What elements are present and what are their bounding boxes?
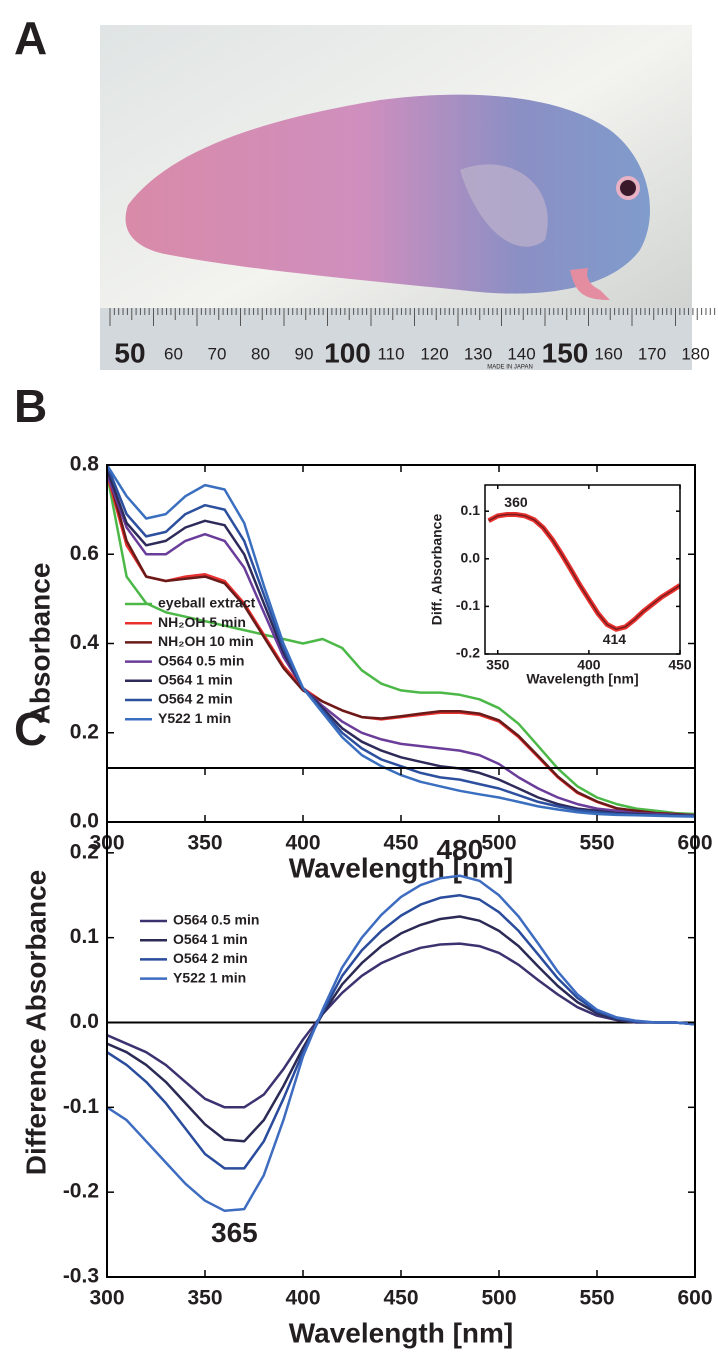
y-tick-label: -0.3 (63, 1265, 99, 1288)
series-line (107, 465, 695, 818)
peak-label: 360 (504, 494, 528, 510)
peak-label: 480 (436, 834, 483, 865)
series-line (107, 473, 695, 817)
ruler-label: 120 (420, 344, 448, 363)
ruler-label: 60 (164, 344, 183, 363)
legend-label: O564 1 min (158, 672, 233, 688)
y-tick-label: 0.0 (70, 810, 99, 833)
ruler-ticks (109, 308, 716, 326)
legend-label: O564 2 min (158, 691, 233, 707)
x-tick-label: 500 (481, 832, 516, 855)
x-tick-label: 450 (383, 832, 418, 855)
plot: 300 350 400 450 500 550 6000.00.20.40.60.8Wave… (24, 453, 712, 884)
panel-label: C (14, 703, 47, 755)
plot: 300 350 400 450 500 550 600 0.2 0.1 0.0 -0.1 -0.2 -0… (20, 767, 713, 1348)
y-tick-label: 0.0 (70, 1010, 99, 1033)
ruler-label: 150 (542, 337, 589, 368)
x-tick-label: 600 (677, 1287, 712, 1310)
legend-label: O564 1 min (173, 931, 248, 947)
x-tick-label: 400 (577, 657, 601, 673)
ruler-label: 80 (251, 344, 270, 363)
legend-label: NH₂OH 10 min (158, 633, 254, 649)
series-group (107, 465, 695, 818)
legend-label: Y522 1 min (173, 969, 246, 985)
axes-frame (484, 484, 681, 655)
y-axis-title: Diff. Absorbance (429, 514, 445, 626)
legend-label: O564 0.5 min (173, 912, 259, 928)
fish-eye (616, 176, 640, 200)
series-line (488, 513, 680, 630)
fish-fin (460, 164, 548, 247)
y-tick-label: 0.6 (70, 542, 99, 565)
panel-label: A (14, 12, 47, 64)
x-tick-label: 350 (187, 1287, 222, 1310)
ruler-label: 100 (324, 337, 371, 368)
series-group (107, 874, 695, 1213)
x-tick-label: 450 (383, 1287, 418, 1310)
x-tick-label: 500 (481, 1287, 516, 1310)
series-halo (487, 512, 680, 632)
series-line (107, 942, 695, 1109)
x-tick-label: 300 (89, 1287, 124, 1310)
ruler-label: 170 (638, 344, 666, 363)
legend-label: O564 0.5 min (158, 652, 244, 668)
plot: 350 400 450 0.1 0.0 -0.1 -0.2 Wavelength [nm] Di… (429, 484, 692, 687)
y-tick-label: 0.4 (70, 631, 100, 654)
x-tick-label: 350 (486, 657, 510, 673)
y-axis-title: Difference Absorbance (20, 870, 51, 1176)
y-tick-label: 0.1 (70, 925, 100, 948)
ruler (100, 308, 692, 370)
panel-label: B (14, 380, 47, 432)
series-line (107, 465, 695, 818)
y-tick-label: -0.1 (456, 597, 480, 613)
series-line (107, 469, 695, 817)
y-axis-title: Absorbance (24, 563, 55, 725)
series-line (107, 894, 695, 1170)
y-tick-label: 0.8 (70, 453, 100, 476)
peak-label: 414 (603, 631, 627, 647)
x-tick-label: 550 (579, 1287, 614, 1310)
series-line (107, 469, 695, 818)
y-tick-label: 0.2 (70, 720, 99, 743)
ruler-label: 140 (507, 344, 535, 363)
x-tick-label: 450 (668, 657, 692, 673)
x-tick-label: 400 (285, 1287, 320, 1310)
photo (100, 25, 716, 370)
legend-label: eyeball extract (158, 595, 256, 611)
y-tick-label: -0.1 (63, 1095, 100, 1118)
series-group (487, 512, 680, 632)
y-tick-label: -0.2 (456, 645, 480, 661)
ruler-label: 70 (208, 344, 227, 363)
x-tick-label: 400 (285, 832, 320, 855)
ruler-label: 130 (464, 344, 492, 363)
y-tick-label: 0.1 (461, 502, 481, 518)
fish-pelvic (570, 268, 610, 300)
x-axis-title: Wavelength [nm] (289, 852, 514, 883)
y-tick-label: 0.0 (461, 549, 481, 565)
series-line (107, 473, 695, 816)
x-axis-title: Wavelength [nm] (289, 1317, 514, 1348)
peak-label: 365 (211, 1217, 258, 1248)
ruler-label: 160 (594, 344, 622, 363)
x-tick-label: 550 (579, 832, 614, 855)
ruler-label: 110 (377, 344, 404, 363)
y-tick-label: 0.2 (70, 840, 99, 863)
legend-label: O564 2 min (173, 950, 248, 966)
series-line (107, 915, 695, 1143)
legend-label: NH₂OH 5 min (158, 614, 246, 630)
ruler-label: 180 (681, 344, 709, 363)
x-tick-label: 350 (187, 832, 222, 855)
ruler-note: MADE IN JAPAN (487, 365, 533, 371)
series-line (107, 874, 695, 1213)
y-tick-label: -0.2 (63, 1180, 99, 1203)
ruler-label: 50 (114, 337, 145, 368)
ruler-label: 90 (295, 344, 314, 363)
legend-label: Y522 1 min (158, 710, 231, 726)
x-axis-title: Wavelength [nm] (526, 671, 638, 687)
